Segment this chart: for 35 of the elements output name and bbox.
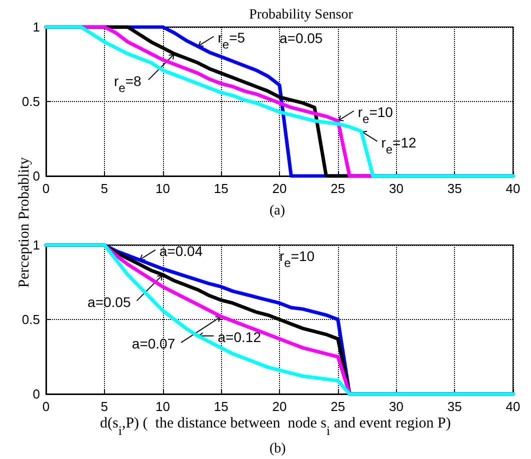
x-tick-label: 25 [330, 399, 346, 414]
y-tick-label: 0 [32, 386, 40, 402]
annotation: a=0.07 [132, 336, 176, 352]
x-tick-label: 0 [42, 399, 50, 414]
x-tick-label: 40 [506, 181, 520, 196]
x-tick-label: 10 [156, 181, 170, 196]
x-tick-label: 10 [156, 399, 170, 414]
x-tick-label: 15 [214, 181, 228, 196]
y-tick-label: 1 [32, 238, 40, 252]
x-tick-label: 30 [389, 181, 404, 196]
y-tick-label: 0.5 [22, 312, 40, 327]
x-tick-label: 5 [100, 399, 108, 414]
y-tick-label: 1 [32, 20, 40, 34]
text: (b) [270, 442, 286, 456]
x-tick-label: 5 [100, 181, 108, 196]
x-tick-label: 15 [214, 399, 228, 414]
x-tick-label: 35 [447, 399, 462, 414]
annotation: a=0.12 [218, 328, 262, 345]
text: (a) [270, 204, 286, 218]
x-tick-label: 0 [42, 181, 50, 196]
x-tick-label: 25 [330, 181, 346, 196]
chart-title: Probability Sensor [249, 8, 354, 22]
x-tick-label: 30 [389, 399, 404, 414]
y-tick-label: 0 [32, 168, 40, 184]
x-tick-label: 20 [272, 181, 287, 196]
line-series [44, 25, 515, 178]
x-tick-label: 40 [506, 399, 520, 414]
annotation: a=0.04 [159, 242, 203, 259]
x-tick-label: 35 [447, 181, 462, 196]
annotation: a=0.05 [280, 30, 323, 46]
y-axis-title: Perception Probablity [16, 156, 33, 288]
x-tick-label: 20 [272, 399, 287, 414]
annotation: a=0.05 [88, 294, 131, 310]
y-tick-label: 0.5 [22, 94, 40, 109]
line-series [44, 243, 515, 396]
